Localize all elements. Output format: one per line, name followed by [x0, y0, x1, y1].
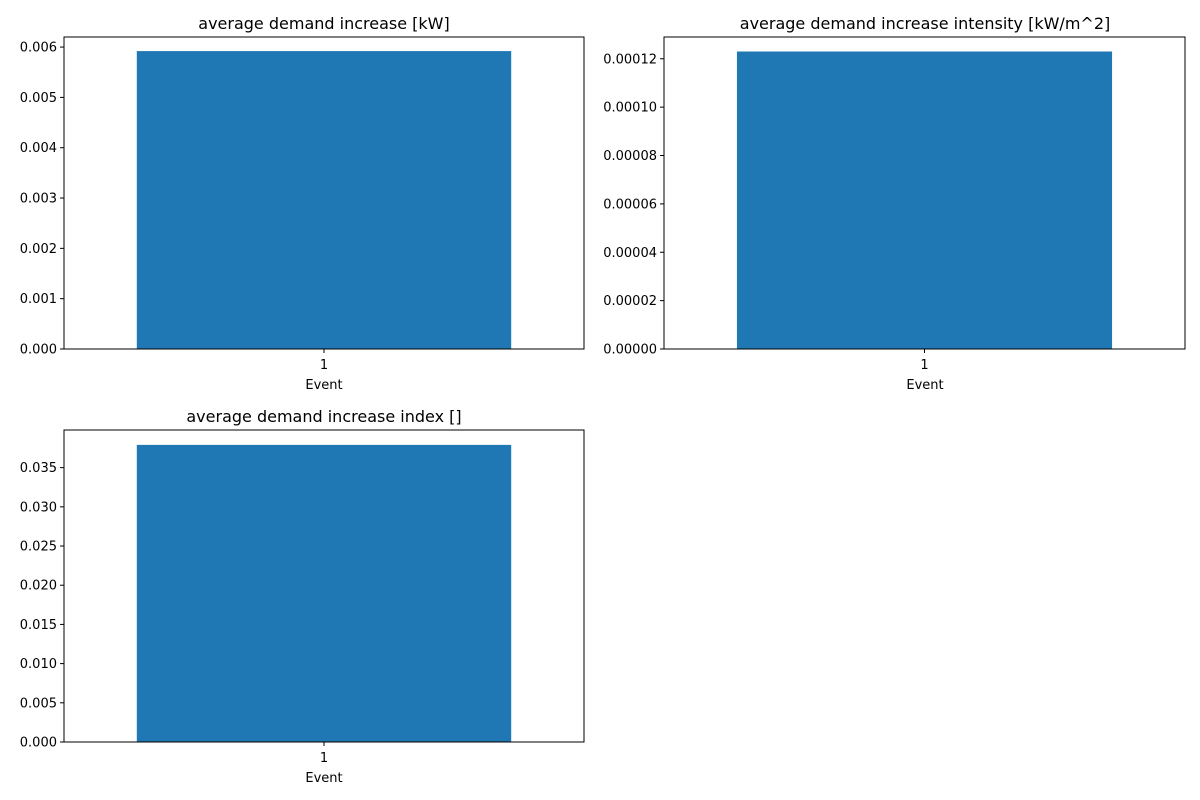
- y-tick-label: 0.00000: [603, 343, 657, 358]
- y-tick-label: 0.025: [20, 540, 57, 555]
- y-tick-label: 0.006: [20, 41, 57, 56]
- x-tick-label: 1: [320, 751, 328, 766]
- y-tick-label: 0.00002: [603, 294, 657, 309]
- y-tick-label: 0.000: [20, 736, 57, 751]
- y-tick-label: 0.00004: [603, 246, 657, 261]
- y-tick-label: 0.000: [20, 343, 57, 358]
- subplot-title: average demand increase intensity [kW/m^…: [740, 14, 1110, 33]
- y-tick-label: 0.020: [20, 579, 57, 594]
- x-tick-label: 1: [320, 358, 328, 373]
- subplot-demand-increase: average demand increase [kW] Event 0.000…: [20, 14, 585, 393]
- y-tick-label: 0.004: [20, 141, 57, 156]
- subplot-title: average demand increase [kW]: [198, 14, 449, 33]
- x-tick-label: 1: [920, 358, 928, 373]
- subplot-title: average demand increase index []: [186, 407, 461, 426]
- x-axis-label: Event: [906, 378, 943, 393]
- bar-1: [136, 51, 512, 349]
- x-axis-label: Event: [305, 378, 342, 393]
- y-tick-label: 0.00008: [603, 149, 657, 164]
- y-tick-label: 0.002: [20, 242, 57, 257]
- y-tick-label: 0.010: [20, 657, 57, 672]
- x-axis-label: Event: [305, 771, 342, 786]
- y-tick-label: 0.030: [20, 500, 57, 515]
- subplot-demand-increase-index: average demand increase index [] Event 0…: [20, 407, 585, 786]
- y-tick-label: 0.003: [20, 192, 57, 207]
- y-tick-label: 0.035: [20, 461, 57, 476]
- y-tick-label: 0.00012: [603, 52, 657, 67]
- y-tick-label: 0.005: [20, 696, 57, 711]
- bar-1: [736, 51, 1113, 349]
- subplot-demand-increase-intensity: average demand increase intensity [kW/m^…: [603, 14, 1186, 393]
- y-tick-label: 0.001: [20, 292, 57, 307]
- y-tick-label: 0.015: [20, 618, 57, 633]
- bar-1: [136, 444, 512, 742]
- y-tick-label: 0.00010: [603, 101, 657, 116]
- y-tick-label: 0.005: [20, 91, 57, 106]
- y-tick-label: 0.00006: [603, 197, 657, 212]
